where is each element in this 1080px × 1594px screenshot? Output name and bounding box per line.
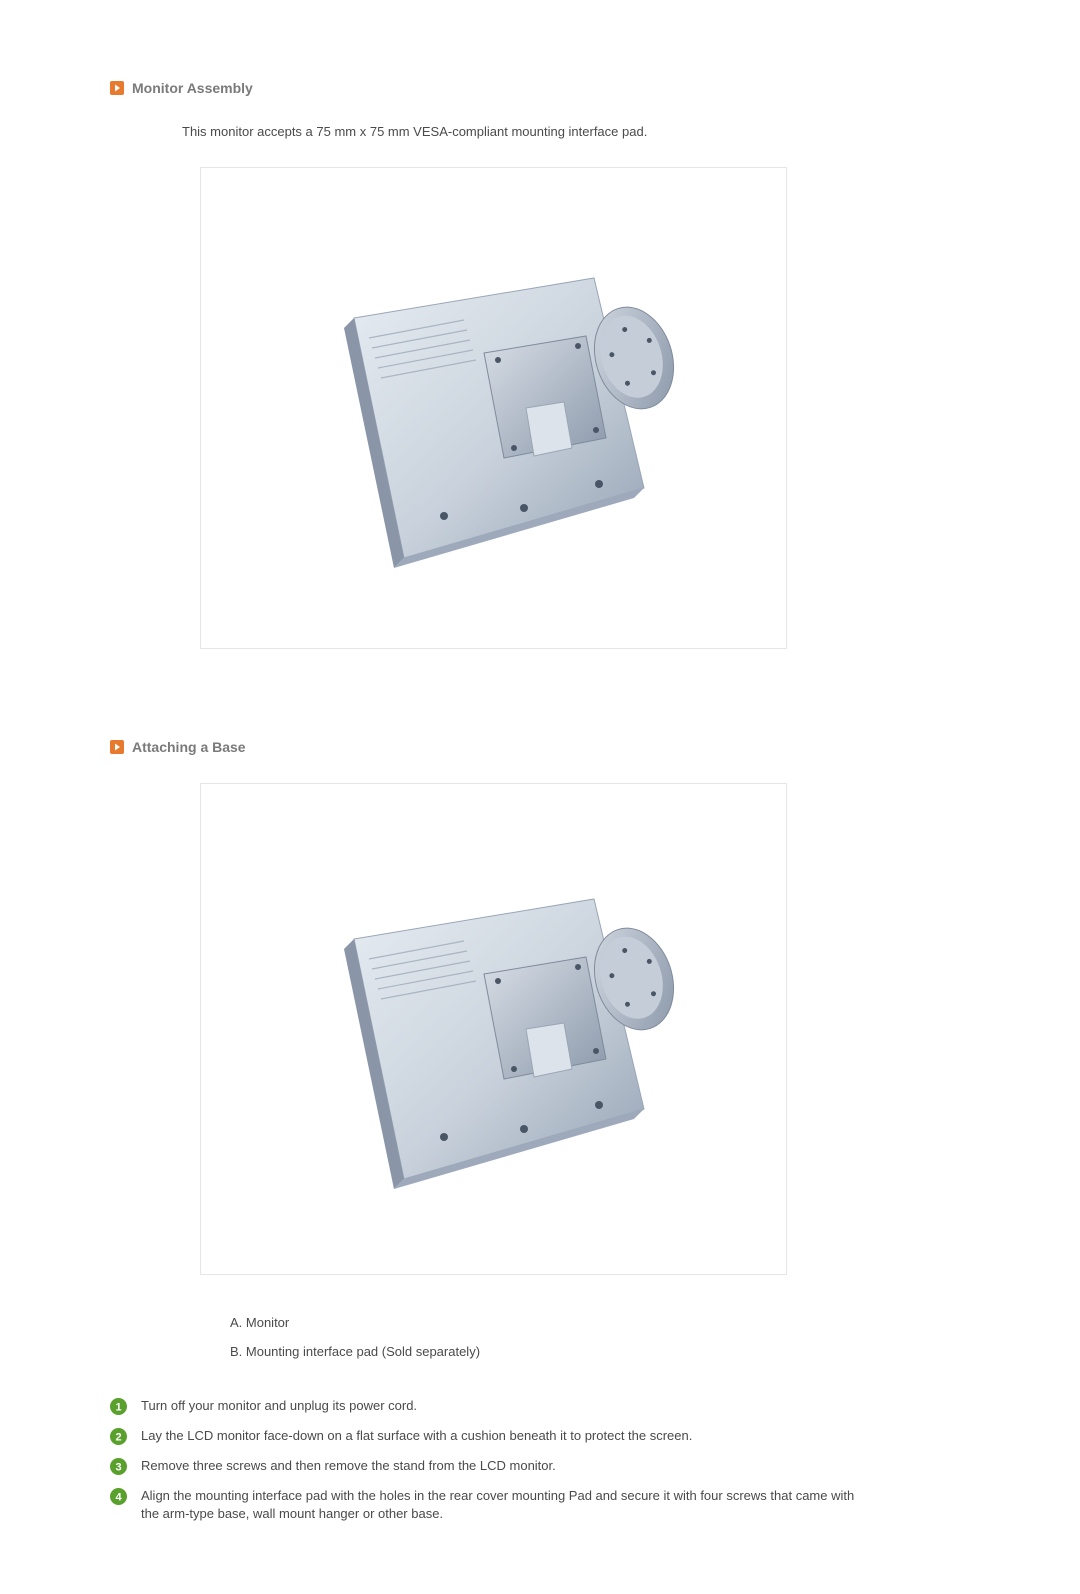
svg-text:2: 2 (115, 1432, 121, 1444)
section-header-monitor-assembly: Monitor Assembly (110, 80, 970, 96)
step-row: 3 Remove three screws and then remove th… (110, 1457, 970, 1475)
legend-block: A. Monitor B. Mounting interface pad (So… (230, 1315, 970, 1359)
figure-monitor-assembly (200, 167, 787, 649)
legend-a: A. Monitor (230, 1315, 970, 1330)
section-title: Monitor Assembly (132, 80, 253, 96)
intro-text: This monitor accepts a 75 mm x 75 mm VES… (182, 124, 970, 139)
step-row: 1 Turn off your monitor and unplug its p… (110, 1397, 970, 1415)
svg-text:3: 3 (115, 1462, 121, 1474)
step-number-icon: 2 (110, 1428, 127, 1445)
section-header-attaching-base: Attaching a Base (110, 739, 970, 755)
step-number-icon: 1 (110, 1398, 127, 1415)
step-text: Turn off your monitor and unplug its pow… (141, 1397, 417, 1415)
step-text: Lay the LCD monitor face-down on a flat … (141, 1427, 692, 1445)
section-title: Attaching a Base (132, 739, 246, 755)
arrow-bullet-icon (110, 740, 124, 754)
steps-list: 1 Turn off your monitor and unplug its p… (110, 1397, 970, 1522)
svg-text:1: 1 (115, 1402, 121, 1414)
figure-attaching-base (200, 783, 787, 1275)
step-text: Align the mounting interface pad with th… (141, 1487, 861, 1522)
step-number-icon: 4 (110, 1488, 127, 1505)
step-row: 2 Lay the LCD monitor face-down on a fla… (110, 1427, 970, 1445)
legend-b: B. Mounting interface pad (Sold separate… (230, 1344, 970, 1359)
step-number-icon: 3 (110, 1458, 127, 1475)
svg-text:4: 4 (115, 1492, 122, 1504)
arrow-bullet-icon (110, 81, 124, 95)
step-row: 4 Align the mounting interface pad with … (110, 1487, 970, 1522)
step-text: Remove three screws and then remove the … (141, 1457, 556, 1475)
